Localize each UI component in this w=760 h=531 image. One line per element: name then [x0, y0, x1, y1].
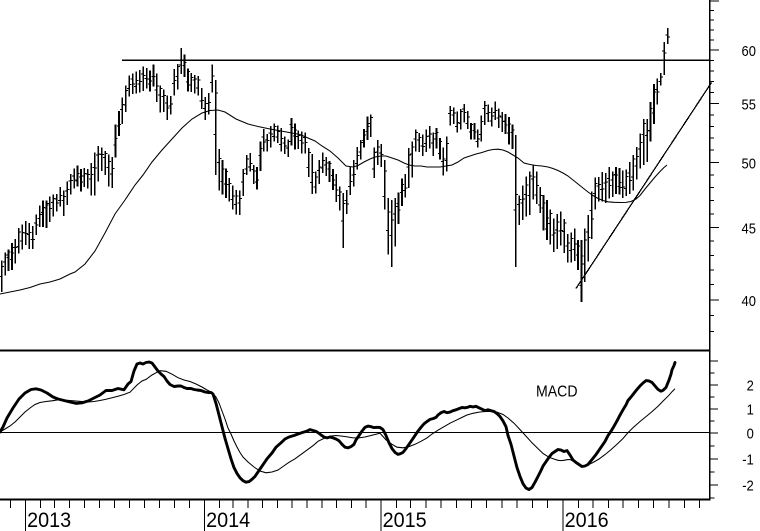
svg-text:2015: 2015 [383, 509, 427, 531]
svg-text:1: 1 [747, 402, 754, 419]
svg-text:-1: -1 [742, 452, 754, 469]
svg-text:2016: 2016 [565, 509, 609, 531]
svg-text:0: 0 [747, 426, 754, 443]
svg-text:55: 55 [742, 97, 756, 114]
svg-text:2: 2 [747, 378, 754, 395]
svg-text:2013: 2013 [27, 509, 71, 531]
svg-text:MACD: MACD [536, 383, 578, 400]
svg-text:50: 50 [742, 155, 756, 172]
svg-text:60: 60 [742, 43, 756, 60]
svg-text:2014: 2014 [206, 509, 250, 531]
svg-text:40: 40 [742, 293, 756, 310]
svg-text:-2: -2 [742, 478, 754, 495]
svg-text:45: 45 [742, 220, 756, 237]
